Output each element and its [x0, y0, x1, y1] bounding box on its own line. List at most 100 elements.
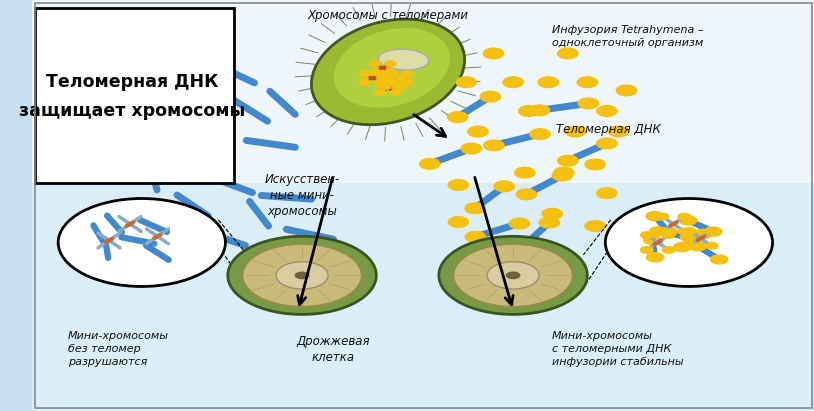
- Circle shape: [380, 75, 392, 81]
- Circle shape: [58, 199, 225, 286]
- Circle shape: [387, 71, 397, 77]
- Circle shape: [660, 227, 677, 236]
- Circle shape: [577, 77, 597, 88]
- Circle shape: [385, 61, 396, 67]
- Circle shape: [684, 228, 696, 234]
- Circle shape: [380, 83, 392, 89]
- Circle shape: [374, 90, 386, 95]
- Circle shape: [597, 138, 617, 149]
- Circle shape: [374, 79, 386, 85]
- Circle shape: [656, 213, 668, 220]
- Circle shape: [706, 228, 718, 234]
- Circle shape: [359, 71, 370, 77]
- FancyBboxPatch shape: [33, 0, 814, 411]
- Circle shape: [484, 48, 504, 59]
- Circle shape: [487, 262, 539, 289]
- Ellipse shape: [312, 19, 465, 125]
- Circle shape: [558, 155, 578, 166]
- Circle shape: [370, 69, 380, 75]
- Ellipse shape: [379, 49, 429, 70]
- Circle shape: [554, 167, 574, 178]
- Circle shape: [449, 217, 469, 227]
- Circle shape: [711, 255, 728, 264]
- Circle shape: [680, 216, 697, 225]
- Circle shape: [585, 159, 606, 170]
- Circle shape: [678, 213, 690, 220]
- Circle shape: [391, 81, 401, 87]
- Text: Дрожжевая
клетка: Дрожжевая клетка: [296, 335, 370, 364]
- Circle shape: [374, 81, 386, 87]
- Text: Искусствен-
ные мини-
хромосомы: Искусствен- ные мини- хромосомы: [265, 173, 339, 217]
- Circle shape: [646, 212, 663, 221]
- Circle shape: [391, 90, 401, 95]
- Circle shape: [695, 229, 712, 238]
- Circle shape: [396, 83, 407, 89]
- Circle shape: [663, 247, 675, 253]
- Circle shape: [462, 143, 482, 154]
- Circle shape: [505, 271, 520, 279]
- Circle shape: [597, 106, 617, 116]
- Circle shape: [484, 140, 504, 151]
- Circle shape: [529, 105, 549, 115]
- FancyBboxPatch shape: [33, 0, 814, 183]
- Circle shape: [466, 231, 486, 242]
- Text: Хромосомы с теломерами: Хромосомы с теломерами: [308, 9, 469, 22]
- Circle shape: [385, 69, 396, 75]
- Ellipse shape: [334, 28, 450, 108]
- Text: Теломерная ДНК: Теломерная ДНК: [556, 123, 661, 136]
- Circle shape: [456, 77, 476, 88]
- Circle shape: [439, 236, 588, 314]
- Circle shape: [516, 189, 536, 200]
- Circle shape: [468, 126, 488, 137]
- Circle shape: [681, 233, 698, 242]
- Circle shape: [542, 208, 562, 219]
- Circle shape: [530, 129, 550, 139]
- Circle shape: [276, 262, 328, 289]
- Circle shape: [539, 217, 559, 228]
- Circle shape: [480, 91, 501, 102]
- Circle shape: [558, 48, 578, 59]
- Circle shape: [650, 227, 667, 236]
- Circle shape: [641, 232, 653, 238]
- Circle shape: [616, 85, 637, 96]
- Circle shape: [689, 242, 707, 251]
- Circle shape: [641, 247, 653, 253]
- Circle shape: [243, 244, 361, 307]
- Circle shape: [663, 232, 675, 238]
- Text: Мини-хромосомы
без теломер
разрушаются: Мини-хромосомы без теломер разрушаются: [68, 331, 168, 367]
- Circle shape: [295, 271, 309, 279]
- Text: Теломерная ДНК
защищает хромосомы: Теломерная ДНК защищает хромосомы: [20, 73, 246, 120]
- Circle shape: [510, 218, 530, 229]
- Circle shape: [514, 240, 534, 251]
- Circle shape: [514, 167, 535, 178]
- Circle shape: [359, 79, 370, 85]
- Circle shape: [449, 180, 469, 190]
- Circle shape: [396, 75, 407, 81]
- Text: Мини-хромосомы
с теломерными ДНК
инфузории стабильны: Мини-хромосомы с теломерными ДНК инфузор…: [552, 331, 684, 367]
- Circle shape: [503, 77, 523, 88]
- Circle shape: [228, 236, 376, 314]
- Text: Инфузория Tetrahymena –
одноклеточный организм: Инфузория Tetrahymena – одноклеточный ор…: [552, 25, 703, 48]
- Circle shape: [419, 159, 440, 169]
- Circle shape: [674, 242, 691, 252]
- FancyBboxPatch shape: [35, 8, 234, 183]
- Circle shape: [465, 203, 485, 214]
- Circle shape: [374, 71, 386, 77]
- Circle shape: [519, 106, 539, 116]
- Circle shape: [453, 244, 572, 307]
- Circle shape: [597, 188, 617, 199]
- Circle shape: [552, 170, 572, 181]
- Circle shape: [706, 242, 718, 249]
- Circle shape: [705, 227, 722, 236]
- Circle shape: [387, 79, 397, 85]
- Circle shape: [578, 98, 598, 109]
- Circle shape: [678, 228, 690, 235]
- Circle shape: [494, 181, 514, 192]
- Circle shape: [370, 61, 380, 67]
- Circle shape: [402, 71, 413, 77]
- Circle shape: [646, 253, 663, 262]
- Circle shape: [538, 77, 558, 88]
- Circle shape: [566, 126, 586, 137]
- Circle shape: [585, 221, 606, 231]
- Circle shape: [644, 236, 661, 245]
